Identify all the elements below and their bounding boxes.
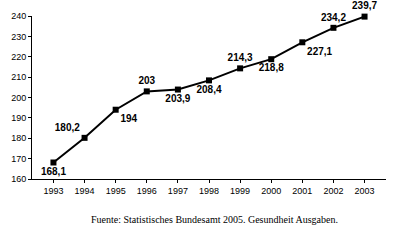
svg-text:210: 210: [11, 72, 26, 82]
svg-text:218,8: 218,8: [259, 62, 284, 73]
svg-text:220: 220: [11, 52, 26, 62]
svg-text:2002: 2002: [323, 186, 343, 196]
svg-text:194: 194: [120, 113, 137, 124]
svg-text:180,2: 180,2: [55, 122, 80, 133]
svg-text:Fuente: Statistisches Bundesam: Fuente: Statistisches Bundesamt 2005. Ge…: [91, 214, 338, 225]
svg-text:203: 203: [138, 75, 155, 86]
svg-text:214,3: 214,3: [228, 52, 253, 63]
svg-text:1999: 1999: [230, 186, 250, 196]
svg-text:2001: 2001: [292, 186, 312, 196]
svg-text:180: 180: [11, 133, 26, 143]
svg-text:208,4: 208,4: [196, 84, 221, 95]
svg-text:190: 190: [11, 113, 26, 123]
svg-text:160: 160: [11, 174, 26, 184]
svg-text:2003: 2003: [355, 186, 375, 196]
svg-text:230: 230: [11, 32, 26, 42]
svg-text:227,1: 227,1: [307, 46, 332, 57]
svg-text:239,7: 239,7: [352, 0, 377, 11]
svg-text:1993: 1993: [43, 186, 63, 196]
svg-text:1996: 1996: [137, 186, 157, 196]
svg-text:168,1: 168,1: [41, 166, 66, 177]
svg-text:1995: 1995: [106, 186, 126, 196]
svg-text:200: 200: [11, 93, 26, 103]
svg-text:1997: 1997: [168, 186, 188, 196]
svg-text:2000: 2000: [261, 186, 281, 196]
svg-text:1994: 1994: [75, 186, 95, 196]
svg-text:1998: 1998: [199, 186, 219, 196]
svg-text:170: 170: [11, 154, 26, 164]
svg-text:240: 240: [11, 11, 26, 21]
svg-text:234,2: 234,2: [321, 12, 346, 23]
svg-text:203,9: 203,9: [165, 93, 190, 104]
